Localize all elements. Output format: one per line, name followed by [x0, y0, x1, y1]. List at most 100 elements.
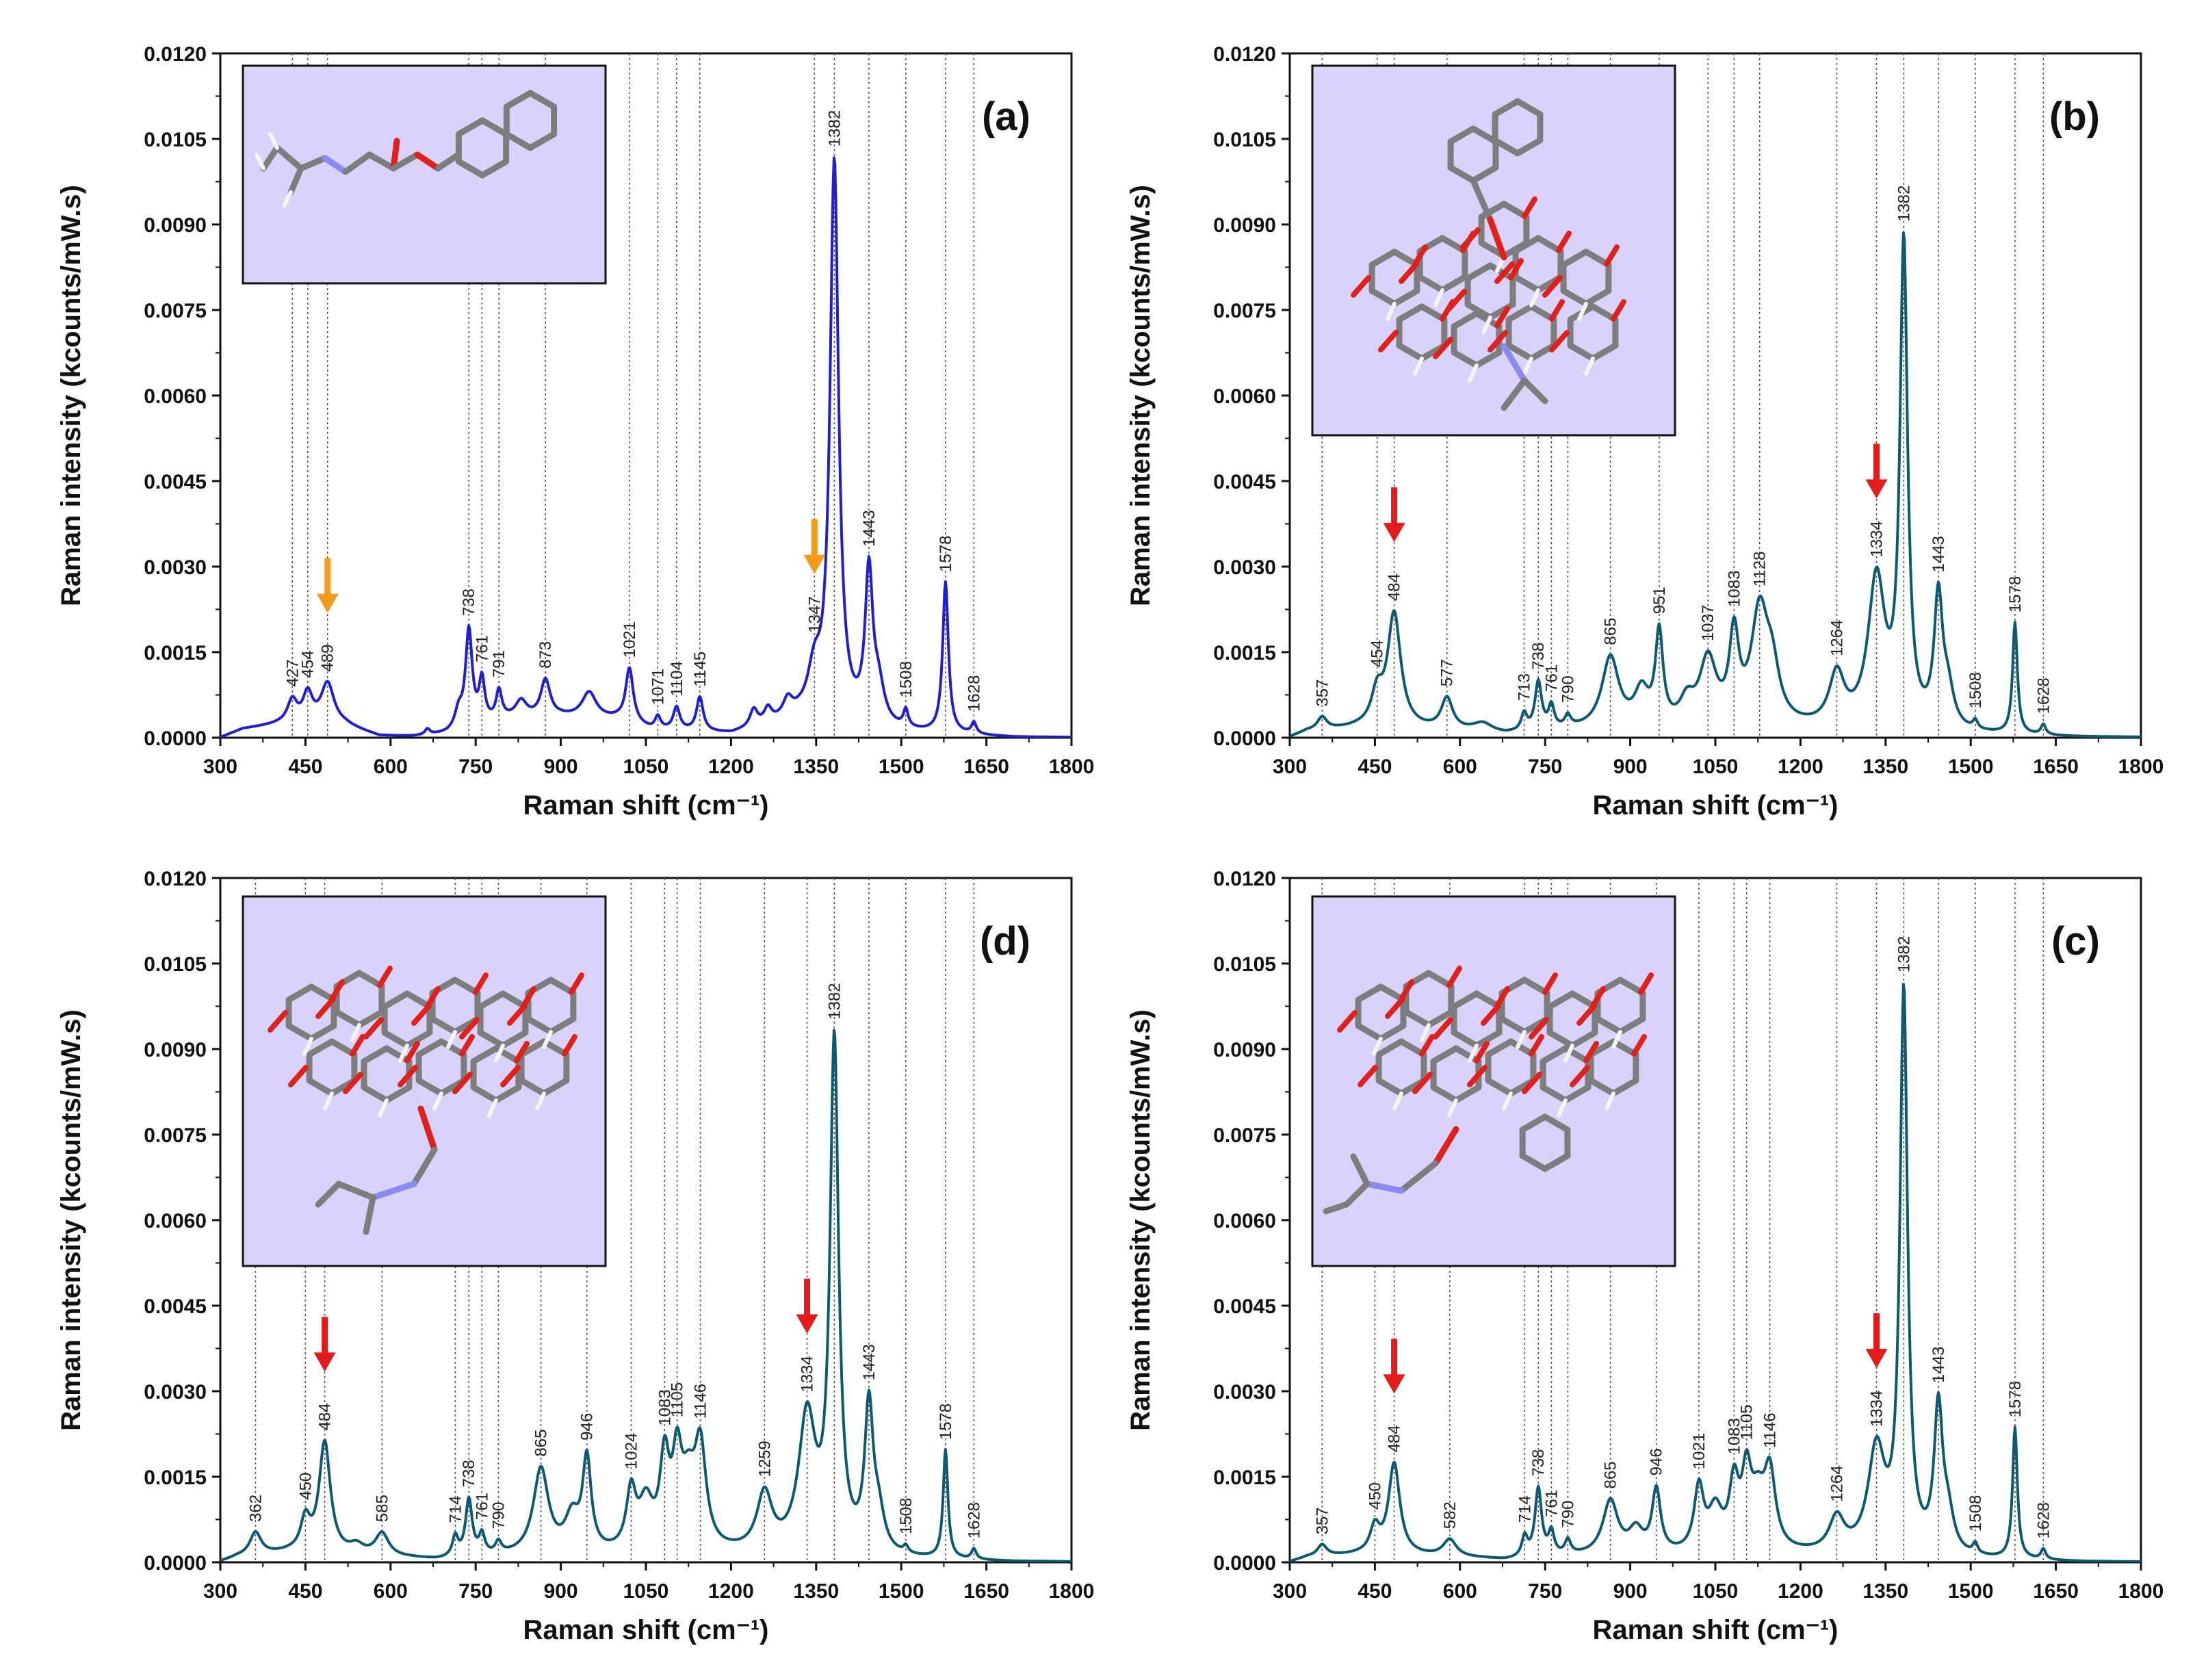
- molecule-bond: [285, 983, 315, 1003]
- y-tick-label: 0.0060: [1213, 1210, 1276, 1232]
- x-tick-label: 600: [1443, 755, 1477, 778]
- molecule-bond: [514, 1041, 530, 1063]
- y-tick-label: 0.0015: [144, 1466, 207, 1489]
- y-tick-label: 0.0075: [144, 1124, 207, 1147]
- molecule-bond: [329, 979, 345, 1002]
- molecule-bond: [1567, 342, 1596, 362]
- peak-label: 1382: [825, 983, 844, 1019]
- molecule-bond: [306, 1038, 335, 1058]
- molecule-bond: [1403, 1009, 1432, 1029]
- molecule-bond: [1412, 244, 1428, 267]
- molecule-bond: [1521, 377, 1548, 404]
- molecule-bond: [1386, 302, 1397, 321]
- y-tick-label: 0.0105: [144, 953, 207, 976]
- molecule-bond: [1594, 1016, 1624, 1035]
- molecule-bond: [1481, 1003, 1501, 1026]
- molecule-bond: [323, 1091, 334, 1111]
- molecule-bond: [1587, 1038, 1617, 1058]
- peak-label: 362: [246, 1495, 265, 1522]
- molecule-bond: [1447, 1098, 1458, 1117]
- y-axis-title: Raman intensity (kcounts/mW.s): [1126, 185, 1156, 606]
- peak-label: 1024: [622, 1433, 640, 1469]
- peak-label: 1508: [1966, 1495, 1985, 1532]
- molecule-bond: [415, 1038, 445, 1058]
- y-tick-label: 0.0090: [144, 214, 207, 237]
- molecule-bond: [381, 1029, 411, 1049]
- peak-label: 1334: [1868, 1391, 1886, 1427]
- molecule-bond: [459, 1017, 480, 1039]
- molecule-bond: [1460, 227, 1481, 250]
- molecule-bond: [414, 151, 441, 172]
- spectrum-line: [1290, 983, 2141, 1562]
- peak-label: 1259: [755, 1440, 774, 1477]
- peak-label: 484: [1386, 1425, 1404, 1452]
- peak-label: 791: [490, 650, 508, 677]
- y-tick-label: 0.0090: [1213, 1039, 1276, 1061]
- peak-label: 865: [1602, 618, 1620, 645]
- panel-label: (b): [2049, 94, 2100, 139]
- peak-label: 1443: [1930, 536, 1948, 572]
- molecule-bond: [1617, 1016, 1646, 1035]
- peak-label: 454: [1368, 640, 1387, 667]
- x-tick-label: 750: [1528, 1580, 1562, 1603]
- peak-label: 1334: [798, 1356, 817, 1392]
- y-tick-label: 0.0030: [1213, 1381, 1276, 1404]
- molecule-bond: [361, 1045, 390, 1065]
- molecule-bond: [274, 144, 304, 172]
- molecule-bond: [1396, 303, 1425, 323]
- molecule-bond: [425, 986, 441, 1009]
- molecule-bond: [1605, 1091, 1615, 1111]
- molecule-bond: [1468, 1044, 1479, 1063]
- molecule-bond: [1473, 1029, 1503, 1049]
- molecule-bond: [411, 1003, 432, 1026]
- x-tick-label: 900: [1613, 755, 1648, 778]
- y-tick-label: 0.0015: [144, 642, 207, 664]
- x-tick-label: 1650: [2033, 755, 2079, 778]
- molecule-bond: [1368, 287, 1398, 307]
- molecule-bond: [1540, 1084, 1569, 1104]
- molecule-bond: [1542, 972, 1558, 995]
- molecule-bond: [1584, 357, 1595, 376]
- molecule-bond: [1399, 261, 1419, 284]
- molecule-bond: [315, 996, 336, 1019]
- panel-label: (c): [2051, 919, 2100, 964]
- molecule-bond: [1343, 1180, 1371, 1208]
- molecule-bond: [417, 1105, 438, 1153]
- molecule-bond: [404, 1029, 433, 1049]
- molecule-bond: [308, 1022, 337, 1042]
- x-tick-label: 1650: [963, 755, 1009, 778]
- molecule-bond: [1631, 1034, 1647, 1057]
- molecule-bond: [1583, 1041, 1599, 1063]
- x-tick-label: 1200: [1778, 1580, 1823, 1603]
- molecule-bond: [1430, 1045, 1459, 1065]
- molecule-bond: [1413, 357, 1424, 376]
- molecule-bond: [1451, 1029, 1480, 1049]
- x-tick-label: 1350: [1862, 1580, 1908, 1603]
- molecule-bond: [494, 1044, 505, 1063]
- molecule-bond: [473, 972, 489, 995]
- molecule-bond: [1425, 1009, 1455, 1029]
- y-tick-label: 0.0075: [1213, 300, 1276, 322]
- peak-label: 951: [1650, 586, 1669, 614]
- peak-label: 865: [532, 1430, 551, 1457]
- molecule-bond: [1505, 342, 1535, 362]
- molecule-bond: [477, 1029, 506, 1049]
- molecule-bond: [452, 1072, 473, 1094]
- molecule-bond: [363, 1194, 376, 1235]
- y-tick-label: 0.0000: [1213, 727, 1276, 750]
- peak-label: 577: [1438, 659, 1457, 686]
- molecule-bond: [429, 1016, 458, 1035]
- molecule-bond: [1468, 363, 1479, 383]
- molecule-bond: [1492, 98, 1521, 118]
- molecule-bond: [1529, 288, 1540, 307]
- molecule-bond: [1529, 1017, 1549, 1039]
- molecule-bond: [1542, 1113, 1571, 1133]
- molecule-bond: [1385, 996, 1405, 1019]
- x-tick-label: 1350: [1862, 755, 1908, 778]
- molecule-bond: [298, 155, 328, 172]
- molecule-bond: [1638, 972, 1654, 995]
- arrow-head: [803, 554, 826, 574]
- molecule-bond: [390, 138, 400, 172]
- molecule-bond: [390, 151, 421, 172]
- molecule-bond: [1519, 1113, 1548, 1133]
